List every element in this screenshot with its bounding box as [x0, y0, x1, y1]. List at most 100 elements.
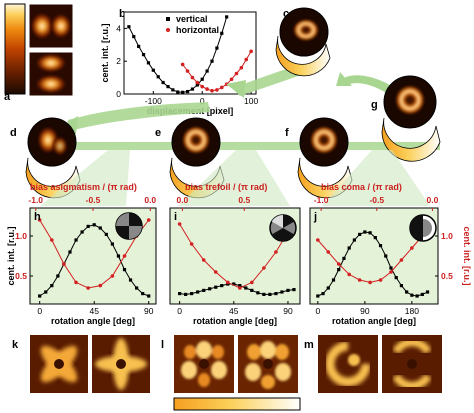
data-point [378, 278, 383, 282]
bias-tick-label: 0.5 [238, 195, 250, 205]
data-point [98, 283, 103, 288]
data-point [239, 65, 244, 70]
data-point [215, 88, 219, 92]
data-point [181, 90, 185, 94]
data-point [262, 266, 266, 270]
data-point [399, 258, 404, 262]
data-point [368, 231, 372, 235]
bias-label-i: bias trefoil / (π rad) [185, 182, 267, 192]
data-point [38, 294, 42, 298]
data-point [316, 294, 320, 298]
x-tick-label: 0 [177, 306, 182, 316]
x-tick-label: 90 [283, 306, 293, 316]
data-point [389, 270, 393, 274]
legend-label: horizontal [176, 25, 219, 35]
data-point [250, 288, 254, 292]
data-point [185, 69, 190, 73]
x-tick-label: 45 [229, 306, 239, 316]
panel-label-e: e [155, 127, 161, 139]
panel-label-b: b [119, 8, 126, 20]
data-point [50, 284, 54, 288]
data-point [195, 83, 199, 87]
phase-plate-icon-i [269, 214, 297, 242]
y-tick-label: 0 [116, 89, 121, 99]
panel-label-m: m [304, 339, 314, 351]
beam-image-l2 [238, 335, 298, 393]
data-point [80, 230, 84, 234]
panel-label-d: d [10, 127, 17, 139]
data-point [337, 268, 341, 272]
data-point [156, 75, 160, 79]
data-point [151, 68, 155, 72]
data-point [229, 77, 234, 82]
data-point [347, 246, 351, 250]
data-point [274, 250, 278, 254]
data-point [238, 286, 242, 290]
data-point [336, 262, 341, 266]
phase-plate-icon-j [409, 214, 437, 242]
data-point [74, 238, 78, 242]
bias-tick-label: -1.0 [28, 195, 43, 205]
data-point [196, 290, 200, 294]
data-point [62, 262, 66, 266]
bias-tick-label: 0.0 [176, 195, 188, 205]
data-point [225, 280, 230, 285]
data-point [141, 53, 146, 57]
x-tick-label: 100 [244, 96, 258, 106]
beam-disc-c [275, 7, 331, 77]
colorbar-vertical [4, 3, 26, 95]
data-point [219, 85, 224, 90]
y-axis-label: cent. int. [r.u.] [462, 226, 472, 285]
data-point [146, 218, 151, 222]
data-point [373, 236, 377, 240]
data-point [358, 232, 362, 236]
data-point [213, 270, 218, 274]
data-point [128, 278, 133, 282]
data-point [205, 69, 209, 73]
beam-disc-g [381, 75, 441, 162]
data-point [104, 232, 108, 236]
data-point [180, 62, 185, 67]
data-point [171, 88, 175, 92]
data-point [286, 288, 290, 292]
data-point [378, 244, 383, 248]
data-point [368, 280, 372, 285]
data-point [176, 90, 180, 94]
series-line-0 [317, 231, 428, 297]
x-tick-label: 180 [405, 306, 419, 316]
data-point [201, 258, 206, 262]
panel-label-k: k [12, 339, 19, 351]
legend-label: vertical [176, 14, 208, 24]
data-point [256, 291, 260, 295]
data-point [244, 57, 249, 62]
y-axis-label: cent. int. [r.u.] [6, 226, 16, 285]
data-point [86, 224, 90, 228]
phase-plate-icon-h [115, 212, 143, 240]
data-point [98, 226, 102, 230]
beam-image-k1 [30, 335, 88, 393]
data-point [326, 286, 330, 290]
data-point [244, 286, 248, 290]
beam-image-k2 [92, 335, 150, 393]
data-point [132, 35, 136, 39]
colorbar-horizontal [173, 397, 301, 411]
x-tick-label: 90 [144, 306, 154, 316]
x-tick-label: -100 [145, 96, 162, 106]
data-point [127, 25, 131, 29]
beam-image-a-bottom [29, 52, 73, 96]
x-tick-label: 0 [200, 96, 205, 106]
panel-label-j: j [313, 211, 317, 223]
x-tick-label: 0 [37, 306, 42, 316]
data-point [347, 272, 351, 277]
data-point [141, 292, 145, 296]
data-point [56, 274, 60, 278]
data-point [274, 292, 278, 296]
data-point [405, 290, 409, 294]
data-point [146, 61, 151, 65]
data-point [232, 282, 236, 286]
data-point [280, 290, 284, 294]
chart-j: 0 90 180 0.5 1.0 rotation angle [deg] cent. in… [309, 195, 472, 326]
x-axis-label: rotation angle [deg] [332, 316, 416, 326]
data-point [415, 294, 419, 298]
